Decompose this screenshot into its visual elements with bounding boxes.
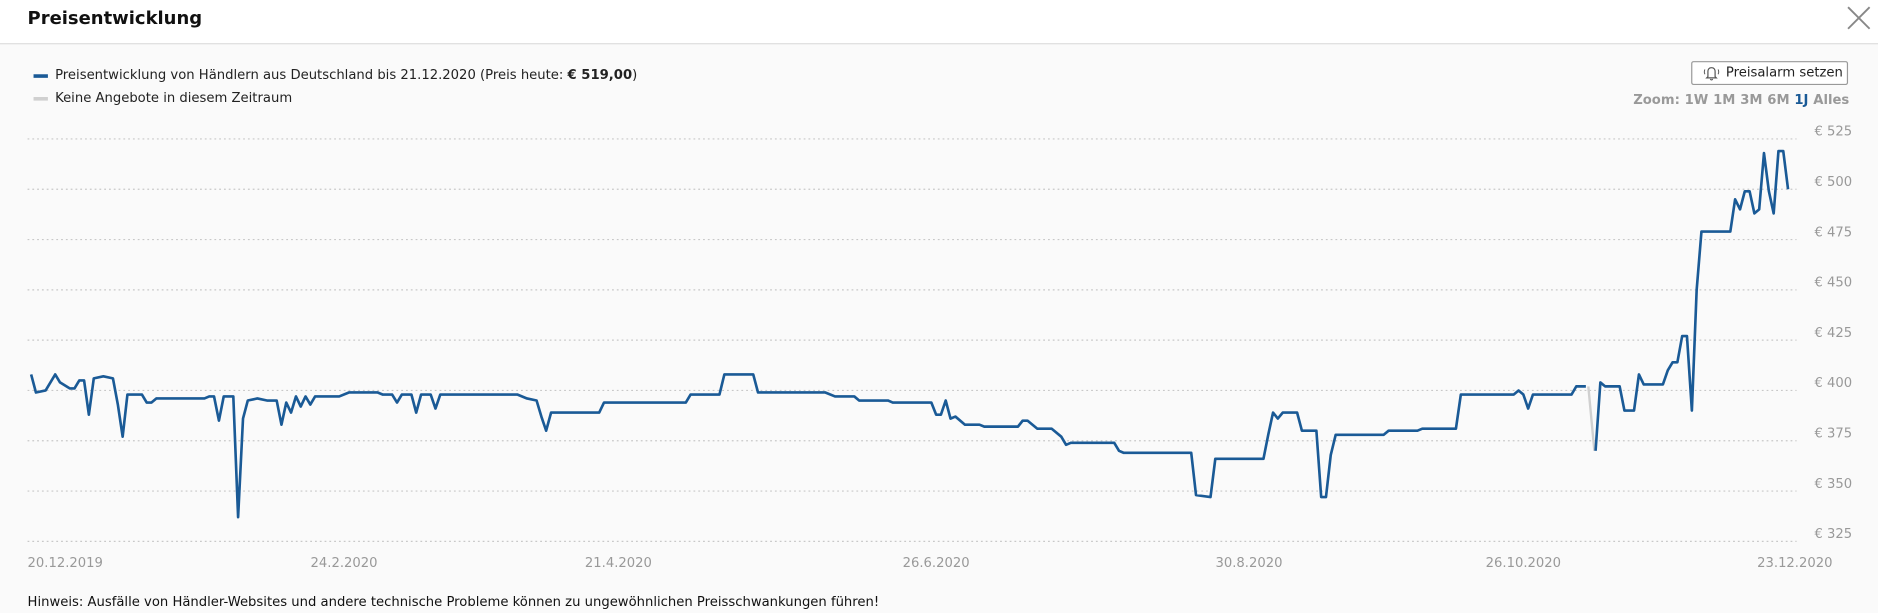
no-offer-gap (1587, 386, 1596, 451)
y-tick-label: € 500 (1815, 175, 1853, 190)
price-line (29, 373, 1586, 519)
legend-entry: Keine Angebote in diesem Zeitraum (33, 89, 293, 106)
legend-label: Keine Angebote in diesem Zeitraum (55, 89, 293, 106)
y-tick-label: € 525 (1815, 125, 1853, 140)
price-today-end: ) (632, 67, 638, 83)
price-today: € 519,00 (567, 67, 633, 83)
zoom-bar: Zoom: 1W 1M 3M 6M 1J Alles (1628, 92, 1849, 108)
price-alert-button[interactable]: Preisalarm setzen (1691, 61, 1849, 86)
dialog-header: Preisentwicklung (0, 0, 1878, 45)
button-label: Preisalarm setzen (1725, 64, 1843, 81)
bell-icon (1703, 67, 1720, 81)
price-today-label: (Preis heute: (480, 67, 564, 83)
y-tick-label: € 325 (1815, 527, 1853, 542)
zoom-option[interactable]: 6M (1767, 92, 1790, 108)
zoom-option[interactable]: 3M (1740, 92, 1763, 108)
y-tick-label: € 475 (1815, 225, 1853, 240)
x-tick-label: 20.12.2019 (28, 556, 103, 571)
x-tick-label: 23.12.2020 (1757, 556, 1832, 571)
legend-swatch (33, 73, 48, 78)
legend-entry: Preisentwicklung von Händlern aus Deutsc… (33, 67, 638, 83)
zoom-option[interactable]: 1M (1713, 92, 1736, 108)
zoom-option[interactable]: 1W (1684, 92, 1709, 108)
legend-swatch (33, 96, 48, 101)
zoom-option[interactable]: Alles (1813, 92, 1850, 108)
price-line (1594, 149, 1790, 451)
zoom-label: Zoom: (1633, 92, 1680, 108)
y-tick-label: € 400 (1815, 376, 1853, 391)
y-tick-label: € 375 (1815, 427, 1853, 442)
dialog-title: Preisentwicklung (27, 7, 203, 29)
close-button[interactable] (1846, 5, 1872, 31)
zoom-option[interactable]: 1J (1794, 92, 1809, 108)
y-tick-label: € 350 (1815, 477, 1853, 492)
footnote: Hinweis: Ausfälle von Händler-Websites u… (27, 594, 880, 610)
legend-label: Preisentwicklung von Händlern aus Deutsc… (55, 67, 476, 83)
y-tick-label: € 425 (1815, 326, 1853, 341)
x-tick-label: 21.4.2020 (585, 556, 652, 571)
x-tick-label: 26.10.2020 (1486, 556, 1561, 571)
x-tick-label: 24.2.2020 (311, 556, 378, 571)
y-tick-label: € 450 (1815, 276, 1853, 291)
x-tick-label: 26.6.2020 (903, 556, 970, 571)
x-tick-label: 30.8.2020 (1215, 556, 1282, 571)
